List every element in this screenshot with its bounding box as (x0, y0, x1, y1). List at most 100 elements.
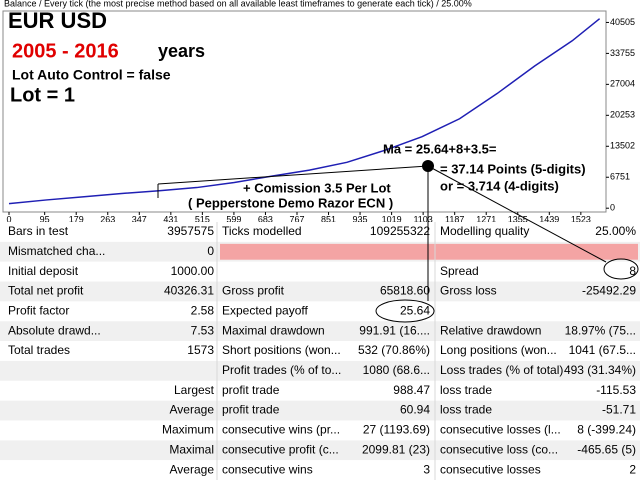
x-tick-label: 1103 (413, 214, 432, 224)
period-label: 2005 - 2016 (12, 40, 119, 62)
table-row (0, 360, 640, 381)
table-value: 2099.81 (23) (362, 442, 430, 456)
table-row (0, 400, 640, 421)
table-row (0, 440, 640, 461)
x-tick-label: 599 (226, 214, 241, 224)
table-value: 988.47 (393, 383, 430, 397)
x-tick-label: 263 (100, 214, 115, 224)
period-unit: years (158, 41, 205, 61)
table-label: consecutive profit (c... (222, 442, 339, 456)
y-tick-label: 27004 (610, 79, 635, 89)
annotation-dot (422, 160, 434, 172)
table-value: 8 (-399.24) (577, 423, 636, 437)
table-row (0, 460, 640, 480)
table-value: 60.94 (400, 403, 430, 417)
x-tick-label: 935 (353, 214, 368, 224)
table-label: Maximal drawdown (222, 323, 325, 337)
table-row (0, 261, 640, 282)
points-4-digits: or = 3.714 (4-digits) (440, 178, 559, 193)
annotation-line (427, 165, 607, 263)
y-tick-label: 40505 (610, 17, 635, 27)
table-label: profit trade (222, 403, 280, 417)
table-row (0, 321, 640, 342)
table-label: Spread (440, 264, 479, 278)
table-value: Average (170, 403, 215, 417)
table-label: loss trade (440, 383, 492, 397)
table-value: 2.58 (191, 303, 215, 317)
table-label: profit trade (222, 383, 280, 397)
table-value: 27 (1193.69) (363, 423, 430, 437)
table-value: 3 (423, 462, 430, 476)
table-label: consecutive losses (440, 462, 541, 476)
table-label: Absolute drawd... (8, 323, 101, 337)
table-label: Total trades (8, 343, 70, 357)
table-label: Expected payoff (222, 303, 309, 317)
y-tick-label: 6751 (610, 172, 630, 182)
table-value: -51.71 (602, 403, 636, 417)
y-tick-label: 20253 (610, 110, 635, 120)
table-row (0, 222, 640, 242)
table-label: Bars in test (8, 224, 69, 238)
x-tick-label: 0 (6, 214, 11, 224)
table-label: Total net profit (8, 284, 84, 298)
plot-frame (2, 10, 607, 213)
table-value: 1573 (187, 343, 214, 357)
table-label: consecutive wins (222, 462, 313, 476)
table-label: Long positions (won... (440, 343, 557, 357)
x-tick-label: 1271 (476, 214, 496, 224)
x-tick-label: 1019 (382, 214, 402, 224)
table-value: Maximum (162, 423, 214, 437)
table-label: Profit trades (% of to... (222, 363, 341, 377)
table-value: 493 (31.34%) (564, 363, 636, 377)
table-value: 1080 (68.6... (363, 363, 430, 377)
table-value: 7.53 (191, 323, 215, 337)
x-tick-label: 1187 (445, 214, 464, 224)
y-tick-label: 13502 (610, 141, 635, 151)
lot-control: Lot Auto Control = false (12, 67, 171, 83)
table-value: -465.65 (5) (577, 442, 636, 456)
commission-note: + Comission 3.5 Per Lot (243, 180, 391, 195)
annotation-line (157, 165, 429, 185)
table-value: -25492.29 (582, 284, 636, 298)
table-label: loss trade (440, 403, 492, 417)
table-label: consecutive loss (co... (440, 442, 558, 456)
table-label: Initial deposit (8, 264, 79, 278)
lot-label: Lot = 1 (10, 84, 75, 106)
table-value: -115.53 (596, 383, 636, 397)
x-tick-label: 515 (195, 214, 210, 224)
quality-bar (220, 243, 638, 260)
x-tick-label: 347 (132, 214, 147, 224)
chart: 0 6751 13502 20253 27004 33755 40505 0 95 179 263 3… (6, 17, 635, 225)
table-value: 18.97% (75... (565, 323, 636, 337)
x-tick-label: 1439 (539, 214, 559, 224)
table-value: 40326.31 (164, 284, 214, 298)
x-tick-label: 683 (258, 214, 273, 224)
table-value: 25.00% (595, 224, 636, 238)
table-row (0, 420, 640, 441)
table-label: consecutive losses (l... (440, 423, 561, 437)
pair-label: EUR USD (8, 8, 107, 33)
x-tick-label: 95 (40, 214, 50, 224)
table-value: 2 (629, 462, 636, 476)
table-label: Modelling quality (440, 224, 529, 238)
table-row (0, 301, 640, 322)
annotations: EUR USD 2005 - 2016 years Lot Auto Contr… (8, 8, 639, 323)
table-value: Average (170, 462, 215, 476)
balance-line (8, 18, 601, 205)
table-label: Gross profit (222, 284, 285, 298)
x-tick-label: 851 (321, 214, 336, 224)
y-tick-label: 33755 (610, 48, 635, 58)
table-label: Relative drawdown (440, 323, 541, 337)
points-5-digits: = 37.14 Points (5-digits) (440, 161, 586, 176)
table-value: 1041 (67.5... (569, 343, 636, 357)
annotation-ellipse (603, 258, 639, 280)
table-label: Profit factor (8, 303, 69, 317)
table-row (0, 380, 640, 401)
table-row (0, 281, 640, 302)
x-tick-label: 767 (289, 214, 304, 224)
x-tick-label: 1523 (571, 214, 591, 224)
x-tick-label: 1355 (508, 214, 528, 224)
table-label: Short positions (won... (222, 343, 341, 357)
